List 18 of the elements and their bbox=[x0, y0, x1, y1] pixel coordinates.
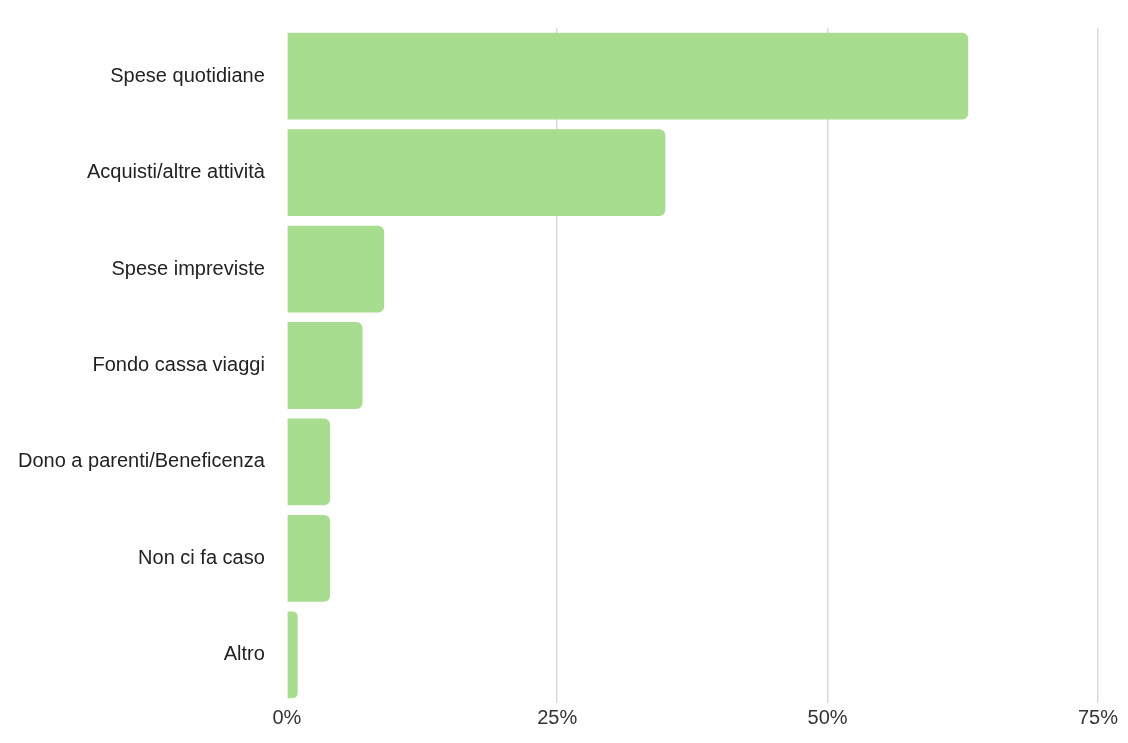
y-tick-label: Spese impreviste bbox=[111, 256, 265, 279]
x-tick-label: 75% bbox=[1077, 705, 1119, 728]
bar bbox=[287, 611, 298, 699]
y-tick-label: Altro bbox=[223, 642, 265, 665]
x-tick-label: 50% bbox=[807, 705, 848, 728]
x-tick-label: 0% bbox=[272, 705, 302, 728]
bar bbox=[287, 514, 331, 602]
y-tick-label: Non ci fa caso bbox=[138, 545, 265, 568]
bar bbox=[287, 32, 969, 120]
x-tick-label: 25% bbox=[537, 705, 578, 728]
y-tick-label: Fondo cassa viaggi bbox=[92, 353, 265, 376]
bar bbox=[287, 129, 666, 217]
bar bbox=[287, 225, 385, 313]
bar bbox=[287, 418, 331, 506]
y-tick-label: Dono a parenti/Beneficenza bbox=[17, 449, 266, 472]
y-tick-label: Spese quotidiane bbox=[110, 63, 265, 86]
bar bbox=[287, 322, 363, 409]
y-tick-label: Acquisti/altre attività bbox=[86, 160, 266, 183]
